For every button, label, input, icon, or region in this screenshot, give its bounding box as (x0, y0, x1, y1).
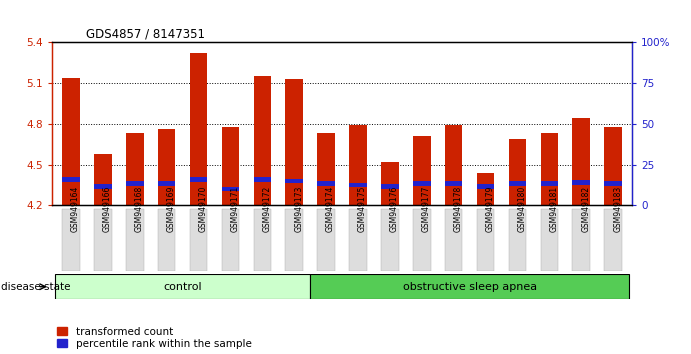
Text: GSM949173: GSM949173 (294, 185, 303, 232)
Bar (477, 173, 494, 205)
Text: obstructive sleep apnea: obstructive sleep apnea (403, 282, 537, 292)
Bar (126, 133, 144, 205)
Bar (254, 76, 271, 205)
Bar (572, 180, 590, 185)
Bar (349, 125, 367, 205)
FancyBboxPatch shape (413, 209, 430, 271)
Bar (285, 178, 303, 183)
FancyBboxPatch shape (190, 209, 207, 271)
Text: GSM949171: GSM949171 (230, 185, 239, 232)
Bar (158, 181, 176, 186)
Bar (62, 177, 79, 182)
Bar (126, 181, 144, 186)
Bar (317, 133, 335, 205)
Text: GSM949175: GSM949175 (358, 185, 367, 232)
Bar (445, 125, 462, 205)
FancyBboxPatch shape (285, 209, 303, 271)
Bar (413, 181, 430, 186)
Text: GSM949178: GSM949178 (454, 185, 463, 232)
FancyBboxPatch shape (540, 209, 558, 271)
Bar (222, 127, 239, 205)
Bar (381, 162, 399, 205)
Text: GSM949181: GSM949181 (549, 185, 558, 232)
FancyBboxPatch shape (572, 209, 590, 271)
FancyBboxPatch shape (349, 209, 367, 271)
Bar (540, 133, 558, 205)
FancyBboxPatch shape (55, 274, 310, 299)
FancyBboxPatch shape (62, 209, 79, 271)
Text: GDS4857 / 8147351: GDS4857 / 8147351 (86, 28, 205, 41)
Text: GSM949183: GSM949183 (613, 185, 622, 232)
Text: disease state: disease state (1, 282, 70, 292)
Bar (349, 183, 367, 187)
Bar (254, 177, 271, 182)
Bar (94, 154, 112, 205)
Bar (540, 181, 558, 186)
Bar (285, 79, 303, 205)
Text: GSM949180: GSM949180 (518, 185, 527, 232)
Bar (62, 78, 79, 205)
FancyBboxPatch shape (381, 209, 399, 271)
Bar (509, 139, 527, 205)
Bar (572, 119, 590, 205)
FancyBboxPatch shape (445, 209, 462, 271)
Text: GSM949169: GSM949169 (167, 185, 176, 232)
Text: GSM949177: GSM949177 (422, 185, 430, 232)
Bar (605, 181, 622, 186)
Text: GSM949176: GSM949176 (390, 185, 399, 232)
Bar (413, 136, 430, 205)
Bar (381, 184, 399, 189)
Bar (158, 129, 176, 205)
Bar (477, 184, 494, 189)
Text: GSM949164: GSM949164 (71, 185, 80, 232)
Bar (190, 53, 207, 205)
Legend: transformed count, percentile rank within the sample: transformed count, percentile rank withi… (57, 327, 252, 349)
Text: GSM949170: GSM949170 (198, 185, 207, 232)
FancyBboxPatch shape (94, 209, 112, 271)
FancyBboxPatch shape (509, 209, 527, 271)
Bar (222, 187, 239, 192)
FancyBboxPatch shape (477, 209, 494, 271)
Bar (605, 127, 622, 205)
FancyBboxPatch shape (317, 209, 335, 271)
Text: control: control (163, 282, 202, 292)
Text: GSM949166: GSM949166 (103, 185, 112, 232)
Bar (317, 181, 335, 186)
Text: GSM949182: GSM949182 (581, 185, 590, 232)
Bar (94, 184, 112, 189)
FancyBboxPatch shape (605, 209, 622, 271)
Text: GSM949172: GSM949172 (263, 185, 272, 232)
Bar (445, 181, 462, 186)
Bar (190, 177, 207, 182)
FancyBboxPatch shape (254, 209, 271, 271)
FancyBboxPatch shape (126, 209, 144, 271)
Text: GSM949179: GSM949179 (486, 185, 495, 232)
FancyBboxPatch shape (158, 209, 176, 271)
FancyBboxPatch shape (310, 274, 629, 299)
Bar (509, 181, 527, 186)
Text: GSM949168: GSM949168 (135, 185, 144, 232)
Text: GSM949174: GSM949174 (326, 185, 335, 232)
FancyBboxPatch shape (222, 209, 239, 271)
